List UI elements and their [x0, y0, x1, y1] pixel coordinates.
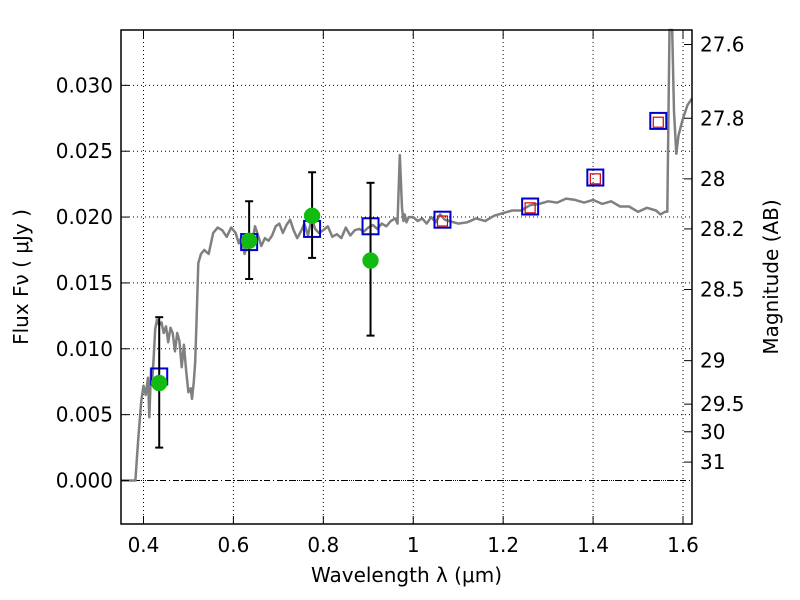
- blue-square-marker: [586, 168, 605, 187]
- red-square-marker: [524, 202, 536, 214]
- x-axis-ticks: 0.4 0.6 0.8 1 1.2 1.4 1.6: [128, 30, 699, 557]
- magnitude-axis-ticks: 27.6 27.8 28 28.2 28.5 29 29.5 30 31: [684, 32, 745, 474]
- x-tick-label: 0.4: [128, 533, 160, 557]
- plot-frame: [120, 29, 693, 525]
- model-spectrum: [121, 28, 694, 482]
- blue-square-marker: [649, 111, 668, 130]
- x-tick-label: 0.6: [217, 533, 249, 557]
- magnitude-axis-label: Magnitude (AB): [759, 199, 783, 354]
- x-tick-label: 1.2: [487, 533, 519, 557]
- model-spectrum-line: [121, 28, 694, 482]
- x-axis-label: Wavelength λ (μm): [311, 563, 502, 587]
- magnitude-tick-label: 29: [700, 349, 725, 373]
- green-circle-marker: [240, 232, 258, 250]
- red-square-marker: [436, 215, 449, 227]
- magnitude-tick-label: 31: [700, 450, 725, 474]
- magnitude-tick-label: 28: [700, 167, 725, 191]
- y-tick-label: 0.025: [56, 139, 113, 163]
- photometry-points: [150, 111, 668, 449]
- x-tick-label: 1.4: [577, 533, 609, 557]
- y-tick-label: 0.000: [56, 469, 113, 493]
- magnitude-tick-label: 27.6: [700, 32, 745, 56]
- grid-lines: [121, 30, 692, 524]
- red-square-marker: [652, 116, 664, 128]
- y-axis-ticks: 0.000 0.005 0.010 0.015 0.020 0.025 0.030: [56, 73, 129, 493]
- y-tick-label: 0.015: [56, 271, 113, 295]
- red-square-marker: [589, 173, 601, 185]
- green-circle-marker: [150, 374, 168, 392]
- y-tick-label: 0.005: [56, 403, 113, 427]
- green-circle-marker: [303, 207, 321, 224]
- magnitude-tick-label: 29.5: [700, 392, 745, 416]
- magnitude-tick-label: 27.8: [700, 106, 745, 130]
- y-tick-label: 0.020: [56, 205, 113, 229]
- blue-square-marker: [521, 197, 540, 216]
- x-tick-label: 1: [407, 533, 420, 557]
- x-tick-label: 0.8: [307, 533, 339, 557]
- y-tick-label: 0.030: [56, 73, 113, 97]
- y-tick-label: 0.010: [56, 337, 113, 361]
- magnitude-tick-label: 28.5: [700, 278, 745, 302]
- magnitude-tick-label: 30: [700, 420, 725, 444]
- y-axis-label: Flux Fν ( μJy ): [9, 209, 33, 345]
- x-tick-label: 1.6: [667, 533, 699, 557]
- magnitude-tick-label: 28.2: [700, 217, 745, 241]
- blue-square-marker: [433, 210, 452, 229]
- green-circle-marker: [362, 252, 379, 269]
